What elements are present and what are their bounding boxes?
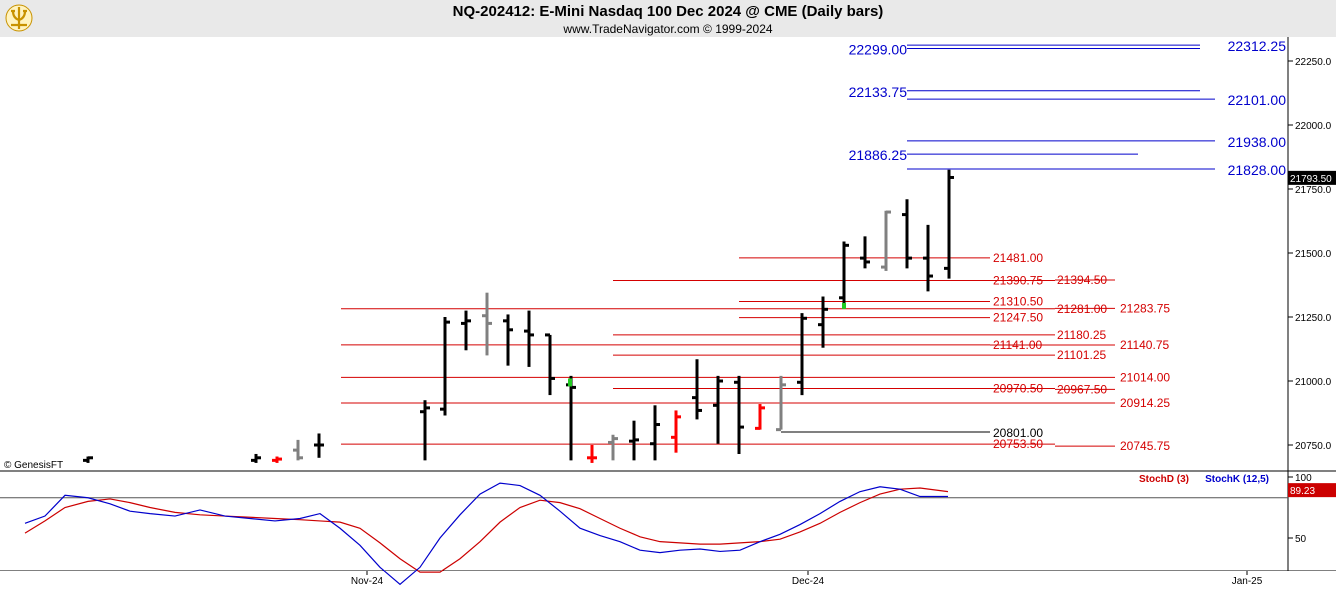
stoch-legend-d: StochD (3) <box>1139 474 1189 485</box>
y-tick-label: 21500.0 <box>1295 249 1332 260</box>
red-level-label: 21481.00 <box>993 251 1043 265</box>
y-tick-label: 21250.0 <box>1295 313 1332 324</box>
red-level-label: 21247.50 <box>993 311 1043 325</box>
red-level-label: 21101.25 <box>1057 348 1106 362</box>
red-level-label: 20745.75 <box>1120 439 1170 453</box>
y-tick-label: 20750.0 <box>1295 441 1332 452</box>
watermark-text: © GenesisFT <box>4 460 63 471</box>
stoch-value-text: 89.23 <box>1290 486 1315 497</box>
y-tick-label: 22250.0 <box>1295 57 1332 68</box>
price-marks-group <box>83 44 1215 463</box>
chart-title: NQ-202412: E-Mini Nasdaq 100 Dec 2024 @ … <box>452 3 884 20</box>
x-tick-label: Nov-24 <box>351 576 384 587</box>
x-tick-label: Dec-24 <box>792 576 825 587</box>
blue-level-label: 22133.75 <box>849 84 908 100</box>
stoch-value-badge <box>1288 483 1336 498</box>
chart-subtitle: www.TradeNavigator.com © 1999-2024 <box>563 22 773 36</box>
stoch-legend-k: StochK (12,5) <box>1205 474 1269 485</box>
y-tick-label: 21750.0 <box>1295 185 1332 196</box>
blue-level-label: 21886.25 <box>849 147 908 163</box>
stoch-y-tick-label: 50 <box>1295 534 1307 545</box>
stoch-series-line-0 <box>24 487 949 573</box>
red-level-label: 21394.50 <box>1057 273 1107 287</box>
title-bar: NQ-202412: E-Mini Nasdaq 100 Dec 2024 @ … <box>0 0 1336 37</box>
red-level-label: 20753.50 <box>993 437 1043 451</box>
black-level-label: 20801.00 <box>993 426 1043 440</box>
green-signal-mark <box>568 378 572 387</box>
blue-level-label: 21828.00 <box>1228 162 1287 178</box>
last-price-badge <box>1288 170 1336 185</box>
x-tick-label: Jan-25 <box>1232 576 1263 587</box>
red-level-label: 21014.00 <box>1120 370 1170 384</box>
x-axis-area <box>0 571 1336 591</box>
blue-level-label: 22101.00 <box>1228 92 1287 108</box>
blue-level-label: 22312.25 <box>1228 38 1287 54</box>
y-axis-area <box>1288 37 1336 571</box>
blue-level-label: 22299.00 <box>849 41 908 57</box>
stoch-series-line-1 <box>24 482 948 586</box>
red-level-label: 20914.25 <box>1120 396 1170 410</box>
price-plot-area[interactable] <box>0 37 1288 471</box>
trident-logo-icon <box>5 4 33 32</box>
red-level-label: 21310.50 <box>993 295 1043 309</box>
green-signal-mark <box>842 302 846 309</box>
red-level-label: 21281.00 <box>1057 302 1107 316</box>
red-level-label: 21180.25 <box>1057 328 1106 342</box>
last-price-text: 21793.50 <box>1290 174 1332 185</box>
stoch-y-tick-label: 100 <box>1295 473 1312 484</box>
red-level-label: 21141.00 <box>993 338 1042 352</box>
red-level-label: 20967.50 <box>1057 382 1107 396</box>
red-level-label: 21390.75 <box>993 274 1043 288</box>
y-tick-label: 21000.0 <box>1295 377 1332 388</box>
price-chart[interactable]: © GenesisFT 22250.0 22000.0 21750.0 21500.0 2… <box>0 37 1336 591</box>
red-level-label: 21283.75 <box>1120 301 1170 315</box>
y-tick-label: 22000.0 <box>1295 121 1332 132</box>
red-level-label: 20970.50 <box>993 382 1043 396</box>
blue-level-label: 21938.00 <box>1228 134 1287 150</box>
red-level-label: 21140.75 <box>1120 338 1169 352</box>
